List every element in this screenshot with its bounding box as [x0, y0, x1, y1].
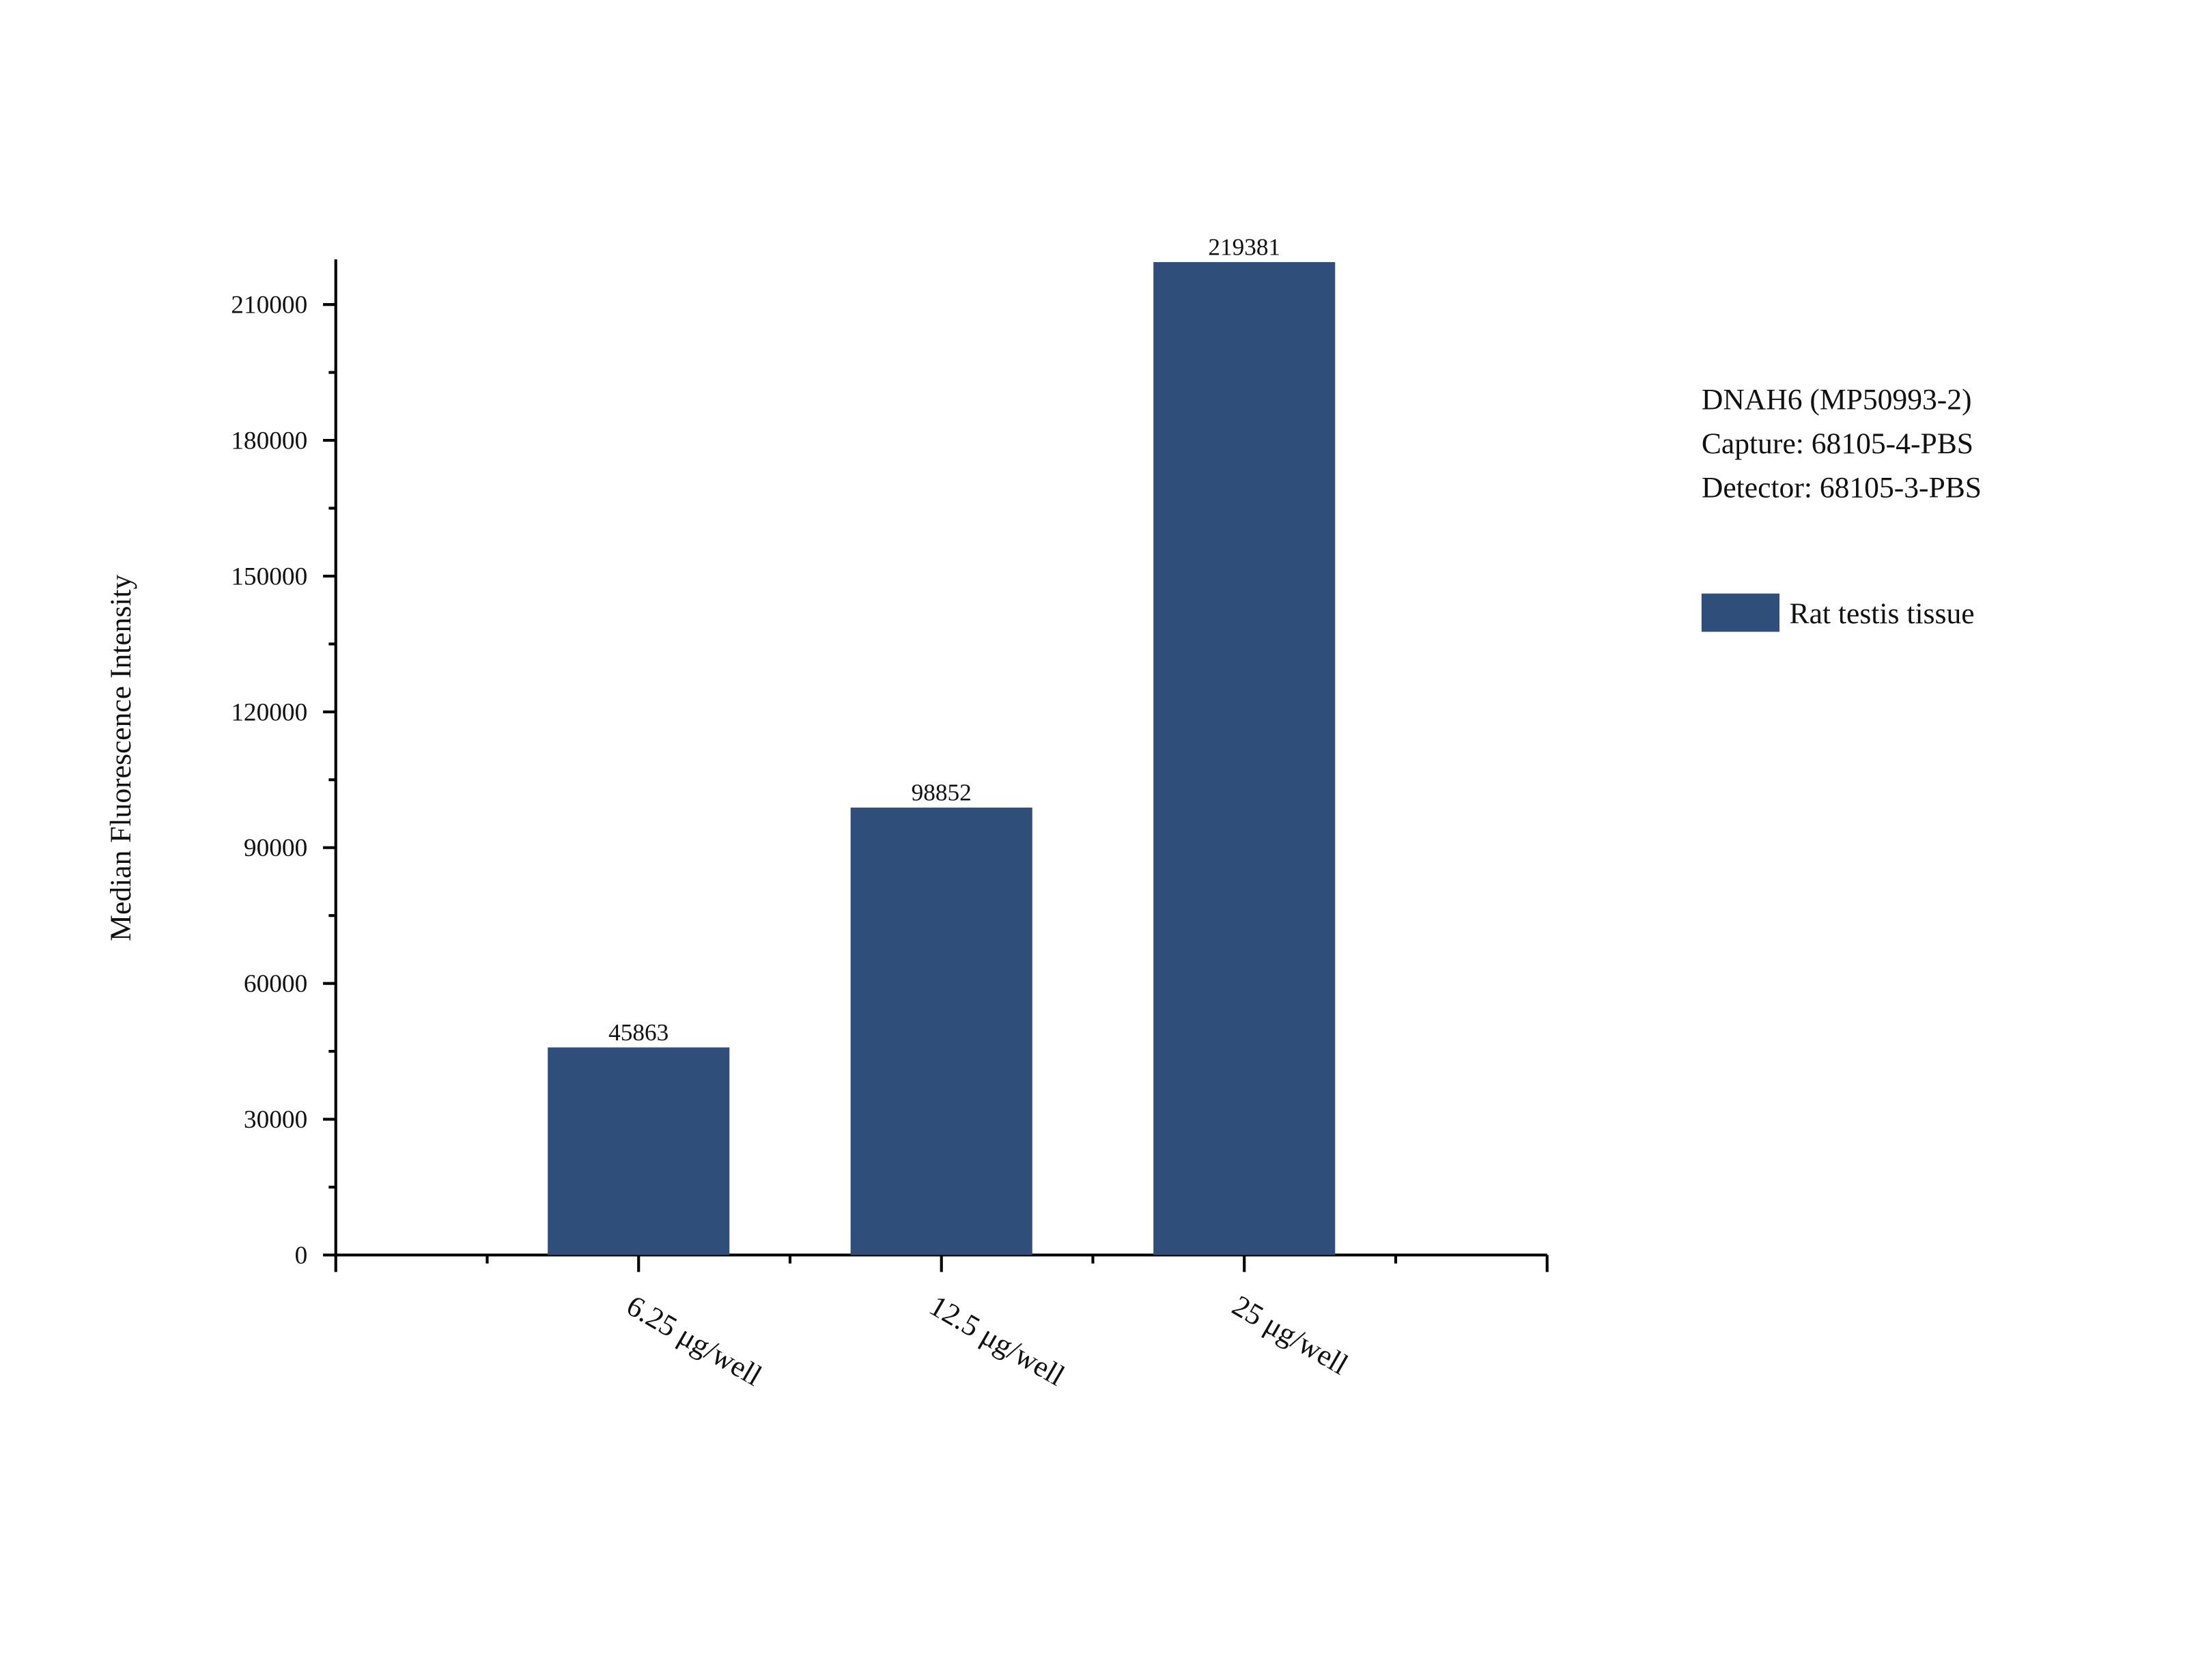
y-axis-label: Median Fluorescence Intensity — [104, 574, 137, 941]
annotation: Capture: 68105-4-PBS — [1702, 427, 1973, 460]
x-tick-label: 6.25 μg/well — [621, 1290, 767, 1393]
y-tick-label: 210000 — [231, 291, 307, 319]
y-tick-label: 150000 — [231, 563, 307, 590]
bar — [850, 808, 1032, 1255]
x-tick-label: 12.5 μg/well — [924, 1290, 1070, 1393]
data-label: 219381 — [1208, 234, 1280, 261]
legend-swatch — [1701, 593, 1779, 632]
annotation: DNAH6 (MP50993-2) — [1702, 384, 1972, 416]
y-tick-label: 60000 — [244, 970, 307, 998]
x-tick-label: 25 μg/well — [1226, 1290, 1353, 1382]
data-label: 98852 — [912, 780, 972, 806]
y-tick-label: 120000 — [231, 698, 307, 726]
y-tick-label: 0 — [295, 1242, 308, 1270]
y-tick-label: 30000 — [244, 1106, 307, 1134]
bar — [548, 1047, 730, 1255]
annotation: Detector: 68105-3-PBS — [1702, 471, 1982, 504]
bar — [1153, 261, 1336, 1255]
data-label: 45863 — [608, 1019, 668, 1046]
y-tick-label: 180000 — [231, 427, 307, 455]
y-tick-label: 90000 — [244, 834, 307, 862]
legend-label: Rat testis tissue — [1790, 597, 1975, 630]
